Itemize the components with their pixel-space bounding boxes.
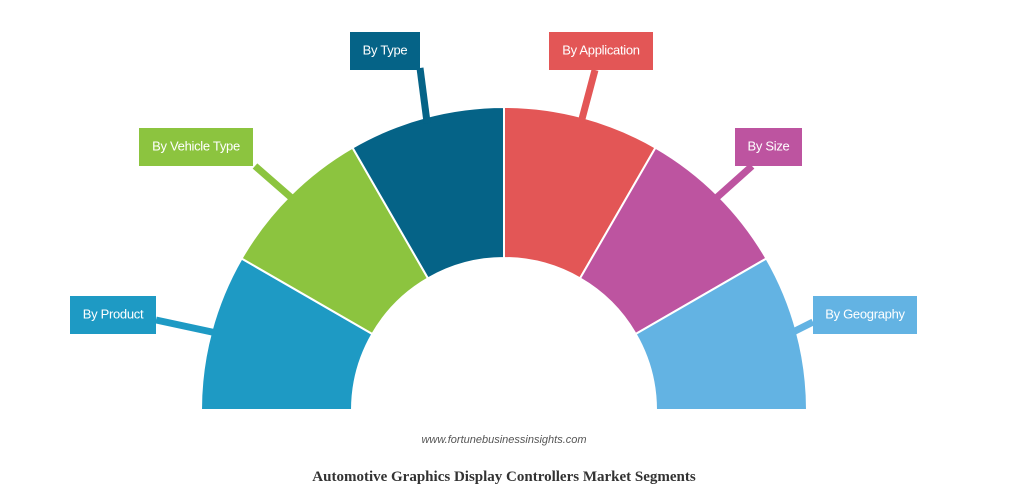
segment-label: By Type: [363, 42, 408, 57]
connector: [711, 163, 755, 203]
base-mask: [190, 410, 820, 414]
connector: [789, 318, 815, 337]
connector: [155, 316, 218, 337]
connector: [577, 69, 599, 125]
label-box: [350, 32, 420, 70]
label-box: [549, 32, 653, 70]
label-box: [813, 296, 917, 334]
source: www.fortunebusinessinsights.com: [421, 434, 586, 446]
segment-label: By Product: [83, 306, 144, 321]
segment-label: By Vehicle Type: [152, 138, 240, 153]
segment-label: By Geography: [825, 306, 905, 321]
connector: [416, 67, 431, 124]
label-box: [735, 128, 802, 166]
label-box: [70, 296, 156, 334]
segment: [634, 257, 809, 411]
segments: [190, 105, 820, 414]
segment-label: By Size: [748, 138, 790, 153]
segment-label: By Application: [562, 42, 640, 57]
title: Automotive Graphics Display Controllers …: [312, 469, 696, 485]
connector: [252, 163, 297, 203]
label-box: [139, 128, 253, 166]
labels: By Product By Vehicle Type By Type By Appli…: [70, 32, 917, 337]
